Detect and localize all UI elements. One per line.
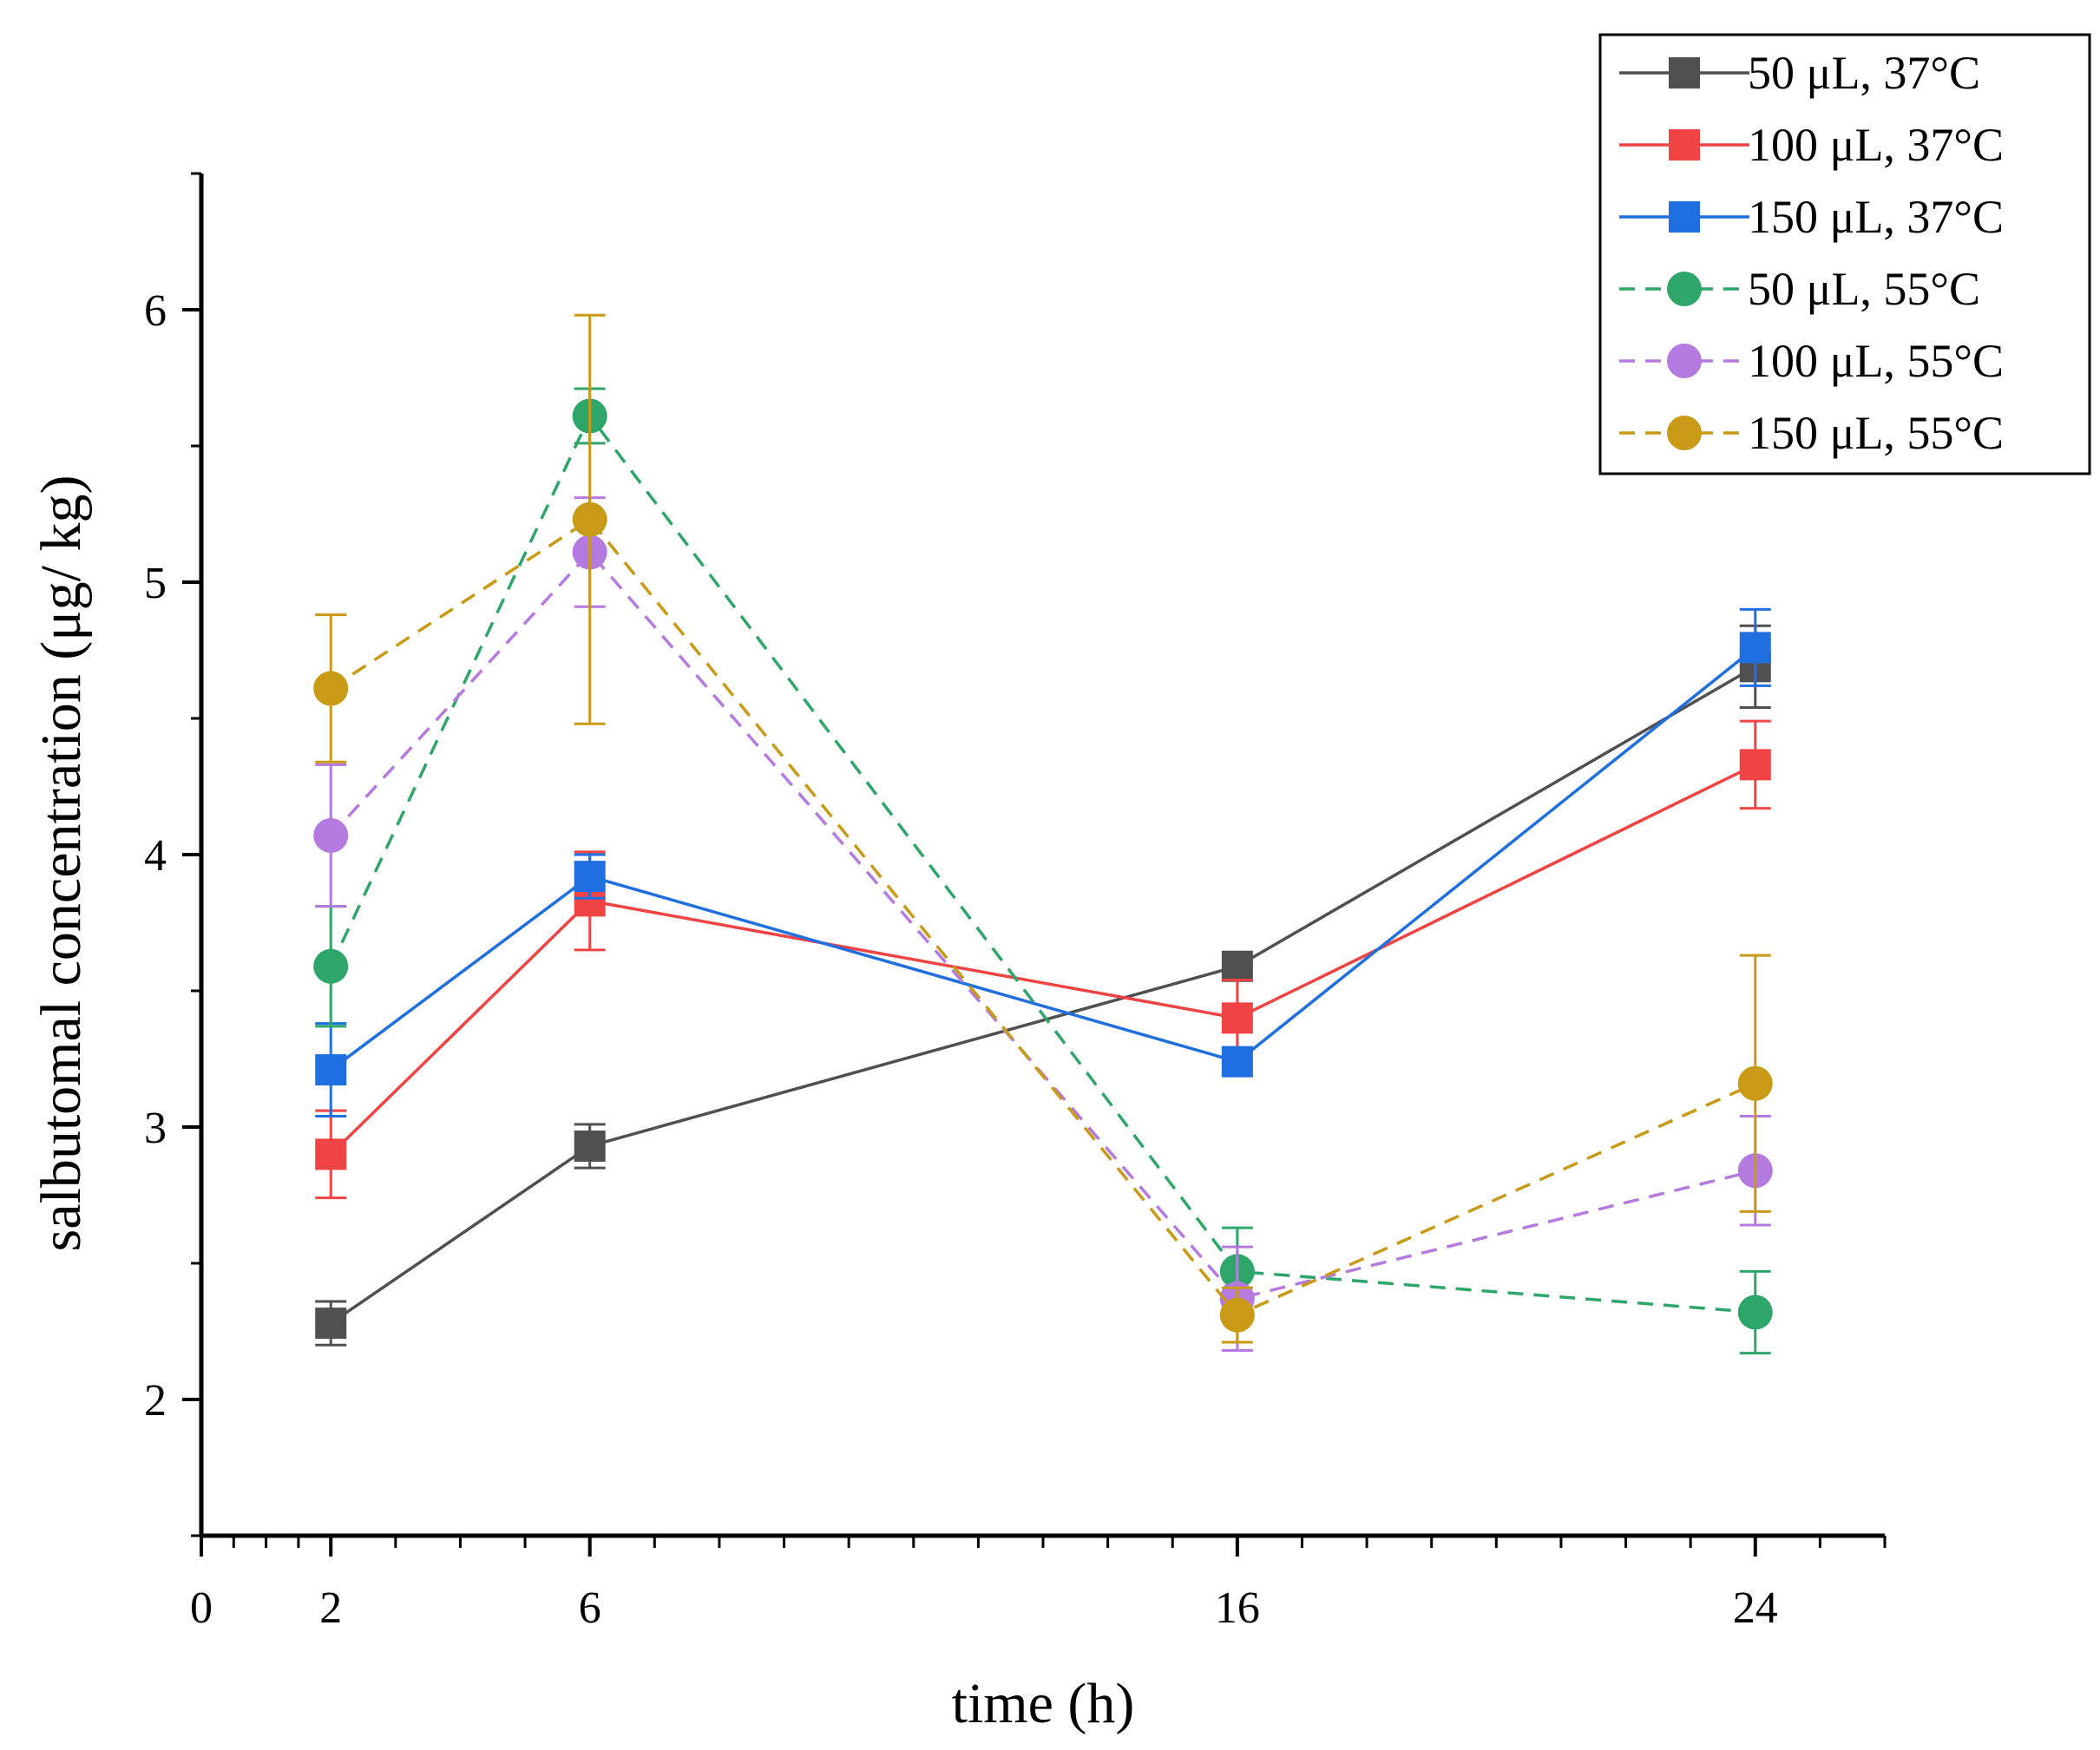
x-tick-label: 6 [579, 1583, 601, 1633]
series-line [329, 549, 1756, 1301]
y-axis-title: salbutomal concentration (μg/ kg) [30, 475, 93, 1252]
legend-marker-square [1669, 57, 1700, 88]
legend-item: 100 μL, 55°C [1619, 335, 2004, 387]
y-tick-label: 3 [144, 1104, 167, 1153]
data-point-square [574, 861, 606, 893]
legend-item: 150 μL, 55°C [1619, 407, 2004, 459]
legend-item: 100 μL, 37°C [1619, 119, 2004, 171]
series-6 [313, 313, 1773, 1344]
legend-label: 100 μL, 37°C [1748, 119, 2004, 171]
series-5 [313, 496, 1773, 1352]
y-tick-label: 5 [144, 559, 167, 608]
legend-item: 50 μL, 55°C [1619, 263, 1980, 315]
legend-marker-circle [1667, 344, 1702, 378]
legend-label: 150 μL, 55°C [1748, 407, 2004, 459]
x-tick-label: 24 [1733, 1583, 1778, 1633]
x-tick-label: 16 [1215, 1583, 1260, 1633]
data-point-square [1221, 950, 1253, 982]
x-tick-label: 2 [319, 1583, 342, 1633]
data-point-circle [313, 671, 349, 706]
series-line [330, 517, 1756, 1317]
series-3 [315, 607, 1771, 1118]
data-point-circle [313, 948, 349, 984]
data-point-square [1739, 749, 1771, 781]
data-point-square [1221, 1002, 1253, 1034]
y-tick-label: 6 [144, 286, 167, 336]
data-point-circle [1737, 1294, 1773, 1330]
data-point-square [574, 1130, 606, 1162]
data-point-square [315, 1138, 347, 1170]
legend-label: 100 μL, 55°C [1748, 335, 2004, 387]
legend-item: 50 μL, 37°C [1619, 47, 1980, 99]
series-line [330, 763, 1756, 1156]
legend-marker-circle [1667, 416, 1702, 450]
legend: 50 μL, 37°C 100 μL, 37°C 150 μL, 37°C 50 μL… [1598, 33, 2091, 475]
x-axis-title: time (h) [952, 1672, 1135, 1735]
legend-box [1598, 33, 2091, 475]
legend-label: 50 μL, 55°C [1748, 263, 1980, 315]
series-line [329, 413, 1755, 1314]
data-point-circle [1737, 1065, 1773, 1101]
data-point-square [1221, 1045, 1253, 1078]
series-line [330, 646, 1756, 1072]
data-point-circle [1219, 1297, 1255, 1333]
legend-label: 50 μL, 37°C [1748, 47, 1980, 99]
data-point-square [1739, 632, 1771, 664]
legend-label: 150 μL, 37°C [1748, 191, 2004, 243]
series-2 [315, 719, 1771, 1200]
data-point-square [315, 1054, 347, 1086]
data-point-circle [313, 818, 349, 854]
x-tick-label: 0 [190, 1583, 213, 1633]
series-line [330, 665, 1756, 1325]
data-point-square [315, 1308, 347, 1340]
y-tick-label: 2 [144, 1376, 167, 1426]
series-4 [313, 387, 1773, 1355]
ticks: 2 3 4 5 6 0 2 6 16 24 [144, 172, 1887, 1633]
legend-marker-square [1669, 201, 1700, 233]
series-group [313, 313, 1773, 1355]
series-1 [315, 624, 1771, 1347]
legend-marker-circle [1667, 272, 1702, 306]
legend-item: 150 μL, 37°C [1619, 191, 2004, 243]
y-tick-label: 4 [144, 831, 167, 881]
legend-marker-square [1669, 129, 1700, 161]
data-point-circle [572, 501, 607, 537]
